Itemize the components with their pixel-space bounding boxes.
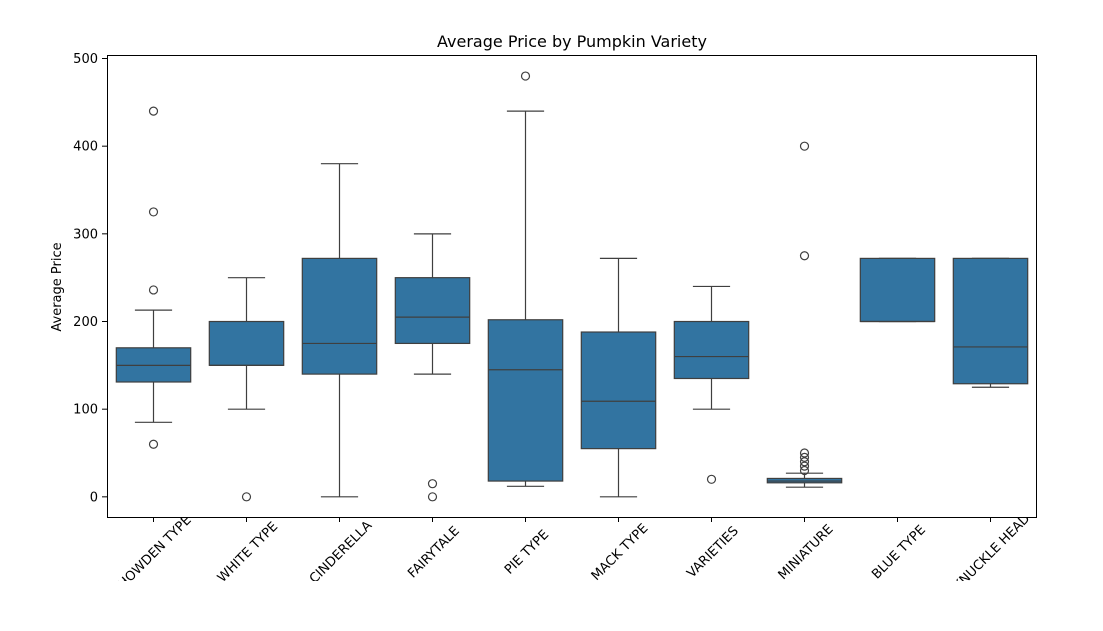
y-axis: 0 100 200 300 400 500 [73,52,107,505]
outlier-point [799,452,810,462]
box-group [766,141,843,488]
box-iqr [208,320,285,366]
plot-area [115,71,1029,502]
box-iqr [673,320,750,380]
outlier-point [427,492,438,502]
outlier-point [799,141,810,151]
box-group [115,106,192,449]
box-group [673,285,750,484]
outlier-point [706,474,717,484]
x-tick-label: PIE TYPE [502,527,552,577]
x-tick-label: VARIETIES [684,524,741,581]
box-iqr [394,277,471,345]
box-group [487,71,564,487]
box-iqr [301,257,378,375]
y-tick-label: 400 [73,140,98,155]
box-group [580,257,657,498]
y-tick-label: 200 [73,315,98,330]
y-tick-label: 300 [73,227,98,242]
x-tick-label: CINDERELLA [307,518,376,587]
box-group [301,163,378,498]
box-iqr [859,257,936,323]
outlier-point [148,207,159,217]
box-iqr [952,257,1029,385]
y-axis-label: Average Price [50,242,65,331]
x-axis: HOWDEN TYPE WHITE TYPE CINDERELLA FAIRYTALE… [115,511,1034,594]
outlier-point [799,461,810,471]
box-group [952,257,1029,388]
x-tick-label: BLUE TYPE [869,523,929,583]
plot-frame [107,55,1037,518]
outlier-point [148,439,159,449]
box-iqr [487,319,564,482]
outlier-point [799,448,810,458]
outlier-point [799,465,810,476]
box-group [859,257,936,323]
box-iqr [580,331,657,450]
box-group [208,277,285,502]
y-tick-label: 500 [73,52,98,67]
outlier-point [148,106,159,116]
outlier-point [241,492,252,502]
x-tick-label: FAIRYTALE [405,524,463,582]
chart-title: Average Price by Pumpkin Variety [437,32,707,51]
x-tick-label: HOWDEN TYPE [115,513,194,592]
x-tick-label: MACK TYPE [589,521,652,584]
outlier-point [799,457,810,467]
outlier-point [520,71,531,81]
x-tick-label: WHITE TYPE [215,519,281,585]
y-tick-label: 0 [90,490,98,505]
x-tick-label: KNUCKLE HEAD [951,511,1034,594]
outlier-point [427,479,438,489]
outlier-point [148,285,159,295]
y-tick-label: 100 [73,403,98,418]
x-tick-label: MINIATURE [776,522,837,583]
box-group [394,233,471,502]
outlier-point [799,251,810,261]
